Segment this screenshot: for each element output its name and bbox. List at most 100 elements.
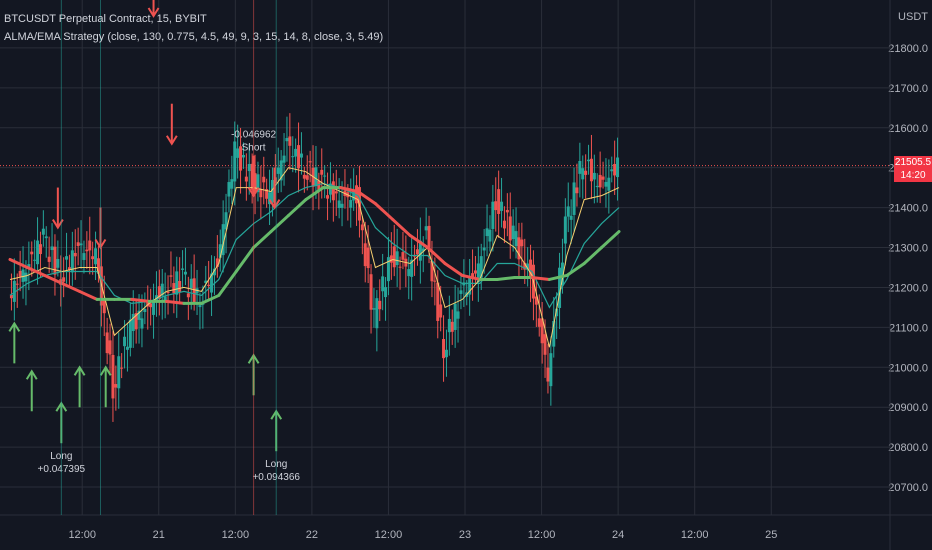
candle-body bbox=[259, 188, 263, 198]
slow-ema-segment bbox=[495, 275, 517, 281]
candle-body bbox=[65, 256, 69, 260]
candle-body bbox=[569, 215, 573, 220]
candle-body bbox=[511, 225, 515, 240]
candle-body bbox=[575, 187, 579, 194]
candle-body bbox=[134, 313, 138, 330]
candle-body bbox=[123, 336, 127, 347]
candle-body bbox=[239, 146, 243, 171]
candle-body bbox=[505, 209, 509, 213]
candle-body bbox=[204, 280, 208, 284]
candle-body bbox=[244, 176, 248, 182]
slow-ema-segment bbox=[165, 299, 186, 305]
y-tick-label: 21200.0 bbox=[888, 282, 928, 294]
candle-body bbox=[9, 294, 13, 299]
slow-ema-segment bbox=[60, 281, 82, 293]
candle-body bbox=[207, 284, 211, 286]
candle-body bbox=[128, 319, 132, 348]
candle-body bbox=[178, 280, 182, 292]
last-price-value: 21505.5 bbox=[894, 156, 932, 168]
candle-body bbox=[450, 321, 454, 332]
x-tick-label: 22 bbox=[306, 529, 318, 541]
candle-body bbox=[224, 212, 228, 230]
candle-body bbox=[523, 262, 527, 270]
candle-body bbox=[430, 261, 434, 282]
candle-body bbox=[302, 174, 306, 179]
candle-body bbox=[349, 200, 353, 208]
alma-line bbox=[9, 167, 620, 348]
candle-body bbox=[212, 268, 216, 276]
slow-ema-segment bbox=[356, 190, 377, 206]
candle-body bbox=[360, 224, 364, 231]
slow-ema-segment bbox=[234, 246, 256, 273]
candle-body bbox=[85, 249, 89, 252]
candle-body bbox=[282, 155, 286, 163]
candle-body bbox=[317, 180, 321, 192]
candle-body bbox=[44, 236, 48, 239]
candle-body bbox=[546, 367, 550, 382]
candle-body bbox=[152, 300, 156, 315]
candle-body bbox=[285, 138, 289, 142]
candle-body bbox=[444, 349, 448, 358]
candle-body bbox=[70, 250, 74, 273]
candle-body bbox=[227, 182, 231, 197]
candle-body bbox=[479, 256, 483, 278]
candle-body bbox=[485, 228, 489, 237]
symbol-title[interactable]: BTCUSDT Perpetual Contract, 15, BYBIT bbox=[4, 13, 207, 25]
candle-body bbox=[363, 243, 367, 267]
candle-body bbox=[218, 244, 222, 258]
candle-body bbox=[175, 271, 179, 295]
candle-body bbox=[294, 148, 298, 157]
candle-body bbox=[378, 300, 382, 310]
candle-body bbox=[326, 195, 330, 199]
candle-body bbox=[526, 263, 530, 270]
y-tick-label: 20900.0 bbox=[888, 402, 928, 414]
candle-body bbox=[311, 167, 315, 187]
x-tick-label: 21 bbox=[153, 529, 165, 541]
candle-body bbox=[508, 216, 512, 241]
candle-body bbox=[537, 318, 541, 327]
indicator-title[interactable]: ALMA/EMA Strategy (close, 130, 0.775, 4.… bbox=[4, 31, 384, 43]
candle-body bbox=[36, 240, 40, 265]
candle-body bbox=[24, 272, 28, 282]
candle-body bbox=[53, 246, 57, 275]
x-tick-label: 12:00 bbox=[222, 529, 250, 541]
candle-body bbox=[369, 274, 373, 310]
candle-body bbox=[241, 155, 245, 158]
currency-label: USDT bbox=[898, 11, 928, 23]
candle-body bbox=[552, 320, 556, 347]
candle-body bbox=[146, 300, 150, 307]
candle-body bbox=[401, 252, 405, 260]
candle-body bbox=[439, 304, 443, 318]
slow-ema-segment bbox=[269, 214, 290, 234]
y-tick-label: 21400.0 bbox=[888, 203, 928, 215]
slow-ema-segment bbox=[339, 186, 360, 194]
fast-ema-line bbox=[9, 182, 620, 309]
y-tick-label: 21800.0 bbox=[888, 43, 928, 55]
candle-body bbox=[424, 226, 428, 231]
candle-body bbox=[305, 175, 309, 180]
long-arrow-head bbox=[8, 321, 21, 332]
candle-body bbox=[616, 157, 620, 178]
candle-body bbox=[149, 303, 153, 308]
candle-body bbox=[468, 277, 472, 295]
candle-body bbox=[386, 257, 390, 282]
candle-body bbox=[262, 176, 266, 183]
slow-ema-segment bbox=[78, 289, 99, 301]
candle-body bbox=[67, 267, 71, 270]
candle-body bbox=[233, 141, 237, 182]
candle-body bbox=[250, 163, 254, 190]
candle-body bbox=[352, 190, 356, 201]
candle-body bbox=[340, 203, 344, 208]
candle-body bbox=[517, 237, 521, 260]
candle-body bbox=[555, 308, 559, 317]
candle-body bbox=[314, 167, 318, 187]
candle-body bbox=[581, 168, 585, 180]
candle-body bbox=[114, 384, 118, 388]
long-arrow-head bbox=[25, 369, 38, 380]
slow-ema-segment bbox=[443, 261, 464, 277]
candle-body bbox=[471, 273, 475, 279]
candle-body bbox=[247, 164, 251, 172]
candle-body bbox=[529, 259, 533, 279]
candle-body bbox=[334, 191, 338, 194]
